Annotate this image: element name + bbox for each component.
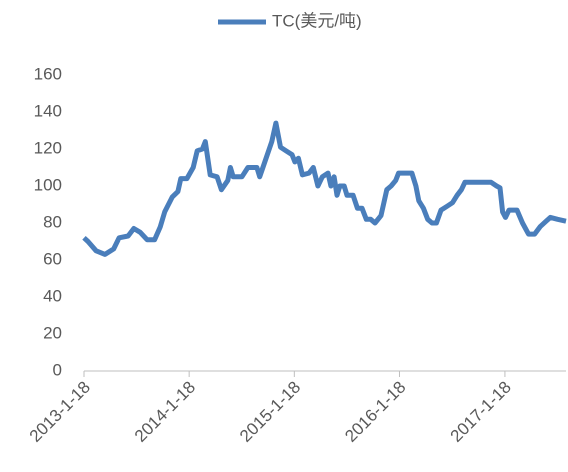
y-tick-label: 0 bbox=[53, 360, 62, 379]
y-tick-label: 60 bbox=[43, 249, 62, 268]
x-tick-label: 2013-1-18 bbox=[26, 378, 94, 446]
x-tick-label: 2015-1-18 bbox=[236, 378, 304, 446]
x-tick-label: 2014-1-18 bbox=[131, 378, 199, 446]
y-tick-label: 100 bbox=[34, 175, 62, 194]
x-tick-label: 2016-1-18 bbox=[341, 378, 409, 446]
y-tick-label: 40 bbox=[43, 286, 62, 305]
legend-label: TC(美元/吨) bbox=[272, 11, 362, 30]
y-tick-label: 160 bbox=[34, 64, 62, 83]
y-tick-label: 20 bbox=[43, 323, 62, 342]
x-tick-label: 2017-1-18 bbox=[447, 378, 515, 446]
y-tick-label: 140 bbox=[34, 101, 62, 120]
series-line bbox=[82, 120, 567, 257]
y-tick-label: 80 bbox=[43, 212, 62, 231]
y-tick-label: 120 bbox=[34, 138, 62, 157]
